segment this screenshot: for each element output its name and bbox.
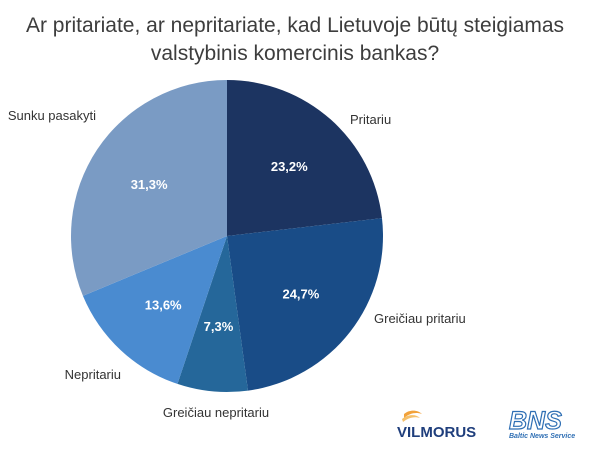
pie-slice [70, 80, 227, 296]
slice-value-label: 7,3% [204, 319, 234, 334]
bns-logo: BNS Baltic News Service [508, 406, 575, 440]
pie-slice [227, 218, 383, 391]
vilmorus-logo: VILMORUS [397, 410, 476, 440]
slice-value-label: 23,2% [271, 159, 308, 174]
svg-text:BNS: BNS [509, 407, 562, 435]
chart-title-line-1: Ar pritariate, ar nepritariate, kad Liet… [25, 14, 565, 37]
svg-text:VILMORUS: VILMORUS [397, 424, 476, 440]
slice-category-label: Greičiau nepritariu [163, 405, 269, 420]
svg-text:Baltic News Service: Baltic News Service [509, 433, 575, 440]
slice-category-label: Nepritariu [65, 367, 121, 382]
chart-title: Ar pritariate, ar nepritariate, kad Liet… [0, 12, 590, 68]
slice-value-label: 13,6% [145, 297, 182, 312]
slice-category-label: Sunku pasakyti [8, 108, 96, 123]
slice-category-label: Greičiau pritariu [374, 311, 466, 326]
slice-value-label: 24,7% [282, 286, 319, 301]
slice-category-label: Pritariu [350, 112, 391, 127]
pie-slice [82, 236, 227, 384]
chart-title-line-2: valstybinis komercinis bankas? [150, 42, 440, 65]
pie-slice [227, 80, 382, 236]
slice-value-label: 31,3% [131, 177, 168, 192]
pie-slice [177, 236, 248, 392]
